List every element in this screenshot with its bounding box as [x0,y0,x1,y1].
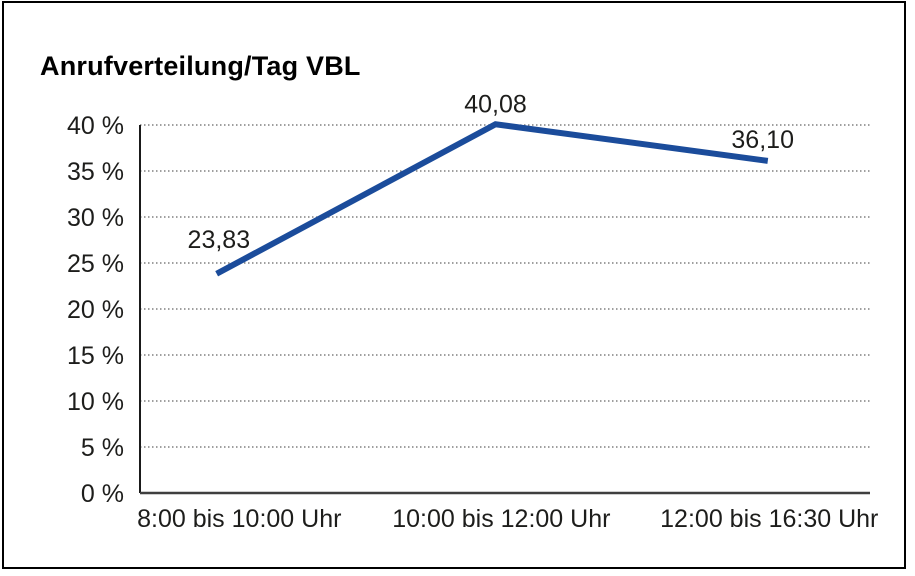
y-tick-label: 35 % [67,158,124,186]
chart-outer-border [2,1,906,569]
x-tick-label: 10:00 bis 12:00 Uhr [392,505,610,533]
data-label: 40,08 [464,90,527,118]
series-line [215,121,769,277]
data-label: 36,10 [731,126,794,154]
x-tick-label: 8:00 bis 10:00 Uhr [137,505,341,533]
data-label: 23,83 [188,226,251,254]
y-tick-label: 20 % [67,296,124,324]
y-tick-label: 0 % [81,480,124,508]
y-tick-label: 5 % [81,434,124,462]
x-tick-label: 12:00 bis 16:30 Uhr [660,505,878,533]
y-tick-label: 15 % [67,342,124,370]
chart-title: Anrufverteilung/Tag VBL [40,51,361,82]
y-tick-label: 25 % [67,250,124,278]
y-tick-label: 30 % [67,204,124,232]
y-tick-label: 40 % [67,112,124,140]
y-tick-label: 10 % [67,388,124,416]
